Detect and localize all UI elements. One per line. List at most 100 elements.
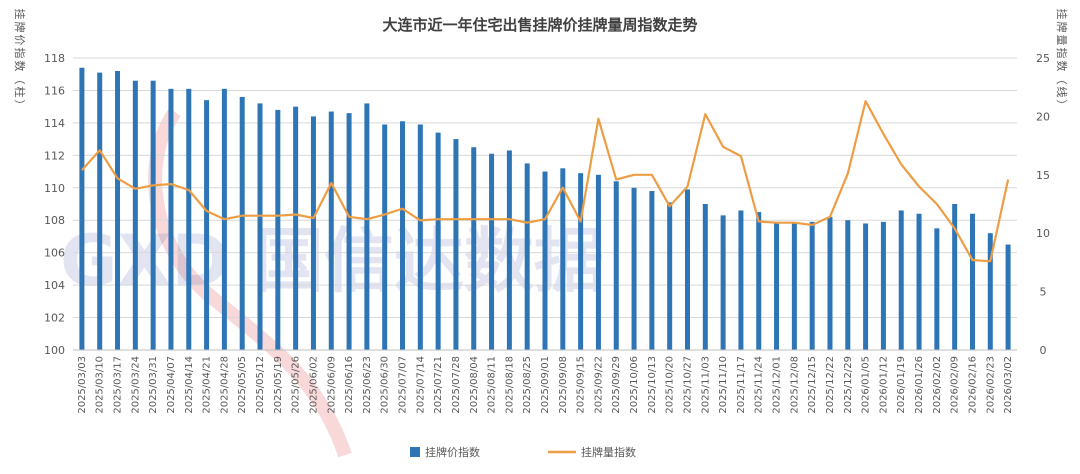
bar <box>97 72 103 350</box>
x-tick-label: 2025/04/14 <box>184 356 195 414</box>
x-tick-label: 2025/12/15 <box>807 356 818 414</box>
y-right-tick-label: 5 <box>1040 286 1047 299</box>
bar <box>239 96 245 350</box>
legend: 挂牌价指数 挂牌量指数 <box>410 445 636 459</box>
x-tick-label: 2025/07/14 <box>415 356 426 414</box>
bar <box>880 221 886 350</box>
chart-title: 大连市近一年住宅出售挂牌价挂牌量周指数走势 <box>382 16 697 34</box>
x-tick-label: 2025/12/29 <box>843 356 854 414</box>
x-tick-label: 2026/01/05 <box>861 356 872 414</box>
bar <box>702 204 708 350</box>
x-tick-label: 2025/10/13 <box>647 356 658 414</box>
x-tick-label: 2026/02/16 <box>967 356 978 414</box>
svg-text:（: （ <box>13 74 26 85</box>
x-tick-label: 2025/05/05 <box>237 356 248 414</box>
svg-text:价: 价 <box>13 35 26 46</box>
x-tick-label: 2025/04/28 <box>219 356 230 414</box>
x-tick-label: 2025/06/30 <box>380 356 391 414</box>
x-tick-label: 2025/06/02 <box>308 356 319 414</box>
bar <box>756 212 762 350</box>
bar <box>969 213 975 350</box>
bar <box>827 216 833 350</box>
legend-label-bar: 挂牌价指数 <box>425 445 480 459</box>
svg-text:）: ） <box>1055 100 1068 111</box>
x-tick-label: 2025/05/12 <box>255 356 266 414</box>
svg-text:数: 数 <box>13 61 26 72</box>
svg-text:牌: 牌 <box>13 22 27 33</box>
bar <box>649 191 655 350</box>
bar <box>150 80 156 350</box>
bar <box>257 103 263 350</box>
x-tick-label: 2025/12/08 <box>789 356 800 414</box>
bar <box>382 124 388 350</box>
y-right-axis-title: 挂牌量指数 （ 线 ） <box>1055 9 1069 111</box>
svg-text:柱: 柱 <box>13 87 27 98</box>
y-left-tick-label: 106 <box>44 247 65 260</box>
bar <box>791 223 797 350</box>
x-tick-label: 2025/12/22 <box>825 356 836 414</box>
y-right-tick-label: 10 <box>1036 227 1050 240</box>
bar <box>364 103 370 350</box>
bar <box>328 111 334 351</box>
x-tick-label: 2025/08/11 <box>487 356 498 414</box>
y-left-tick-label: 100 <box>44 344 65 357</box>
x-tick-label: 2026/02/09 <box>950 356 961 414</box>
svg-text:指: 指 <box>1055 48 1069 59</box>
x-tick-label: 2025/09/29 <box>611 356 622 414</box>
x-tick-label: 2026/01/12 <box>878 356 889 414</box>
x-tick-label: 2025/11/24 <box>754 356 765 414</box>
y-left-tick-label: 108 <box>44 214 65 227</box>
bar <box>79 67 85 350</box>
bar <box>310 116 316 351</box>
x-tick-label: 2025/10/06 <box>629 356 640 414</box>
bar <box>934 228 940 350</box>
bar <box>132 80 138 350</box>
x-tick-label: 2026/02/23 <box>985 356 996 414</box>
bar <box>738 210 744 350</box>
x-tick-label: 2025/11/17 <box>736 356 747 414</box>
bar <box>1005 244 1011 350</box>
y-left-tick-label: 116 <box>44 84 65 97</box>
bar <box>453 139 459 350</box>
y-left-tick-label: 102 <box>44 312 65 325</box>
x-tick-label: 2025/06/16 <box>344 356 355 414</box>
y-left-axis-title: 挂牌价指数 （ 柱 ） <box>13 9 27 111</box>
bar <box>400 121 406 351</box>
bar <box>346 113 352 351</box>
svg-text:（: （ <box>1055 74 1068 85</box>
x-tick-label: 2025/09/08 <box>558 356 569 414</box>
svg-text:指: 指 <box>13 48 27 59</box>
svg-text:数: 数 <box>1055 61 1068 72</box>
bar <box>774 223 780 350</box>
x-tick-label: 2025/05/19 <box>273 356 284 414</box>
x-tick-label: 2025/03/17 <box>113 356 124 414</box>
x-tick-label: 2025/07/07 <box>398 356 409 414</box>
bar <box>560 168 566 350</box>
bar <box>186 88 192 351</box>
svg-text:）: ） <box>13 100 26 111</box>
bar <box>489 153 495 350</box>
bar <box>435 132 441 350</box>
bar <box>115 70 121 350</box>
x-tick-label: 2026/02/02 <box>932 356 943 414</box>
x-tick-label: 2025/03/10 <box>95 356 106 414</box>
x-tick-label: 2025/06/09 <box>326 356 337 414</box>
x-tick-label: 2026/03/02 <box>1003 356 1014 414</box>
x-tick-label: 2025/08/25 <box>522 356 533 414</box>
bar <box>863 223 869 350</box>
x-tick-label: 2025/05/26 <box>291 356 302 414</box>
bar <box>275 109 281 351</box>
x-tick-label: 2025/03/31 <box>148 356 159 414</box>
bar <box>168 88 174 351</box>
legend-label-line: 挂牌量指数 <box>581 445 636 459</box>
x-tick-label: 2026/01/26 <box>914 356 925 414</box>
x-tick-label: 2025/07/28 <box>451 356 462 414</box>
bar <box>684 189 690 350</box>
bar <box>987 233 993 350</box>
bar <box>613 181 619 350</box>
svg-text:牌: 牌 <box>1055 22 1069 33</box>
x-tick-label: 2025/11/03 <box>700 356 711 414</box>
x-tick-label: 2025/08/04 <box>469 356 480 414</box>
y-left-tick-label: 114 <box>44 117 65 130</box>
